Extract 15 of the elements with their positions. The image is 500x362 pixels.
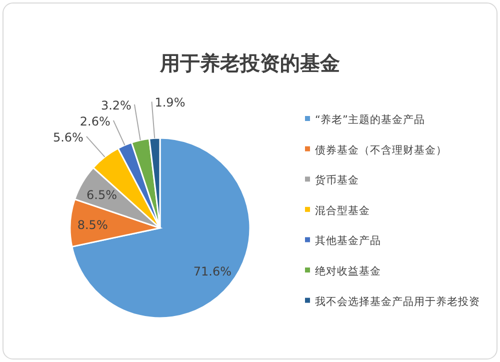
chart-title: 用于养老投资的基金 (159, 51, 340, 75)
data-label: 6.5% (86, 188, 118, 202)
legend-label: “养老”主题的基金产品 (315, 113, 425, 126)
data-label: 1.9% (154, 96, 186, 110)
data-label: 2.6% (80, 114, 110, 128)
legend-label: 绝对收益基金 (315, 264, 381, 278)
legend-label: 债券基金（不含理财基金） (315, 143, 447, 156)
data-label: 71.6% (193, 264, 232, 278)
legend-label: 其他基金产品 (315, 234, 381, 248)
data-label: 5.6% (52, 130, 84, 144)
data-label: 3.2% (100, 98, 132, 112)
legend-label: 我不会选择基金产品用于养老投资 (315, 294, 480, 308)
legend-label: 混合型基金 (315, 204, 370, 217)
legend-label: 货币基金 (315, 174, 359, 187)
data-label: 8.5% (77, 218, 108, 232)
